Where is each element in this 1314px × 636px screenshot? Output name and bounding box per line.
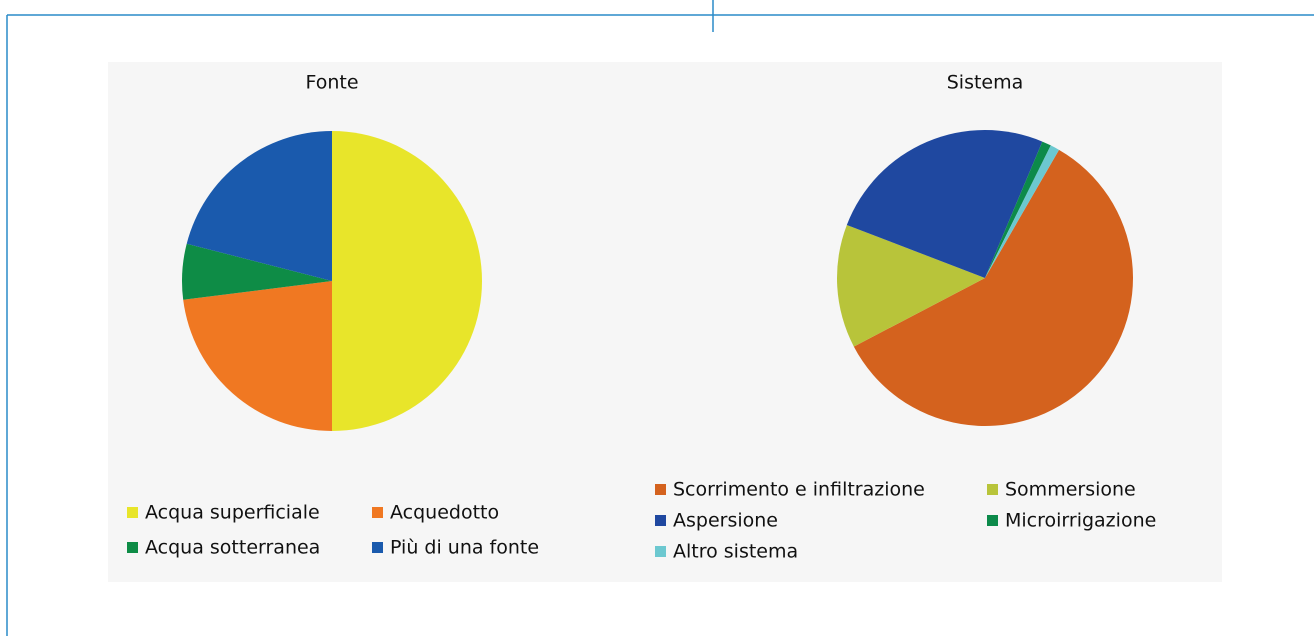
legend-label: Più di una fonte <box>390 537 539 559</box>
pie-slice <box>183 281 332 431</box>
pie-slice <box>186 131 332 281</box>
legend-label: Acqua sotterranea <box>145 537 320 559</box>
chart-title: Fonte <box>305 72 358 94</box>
legend-label: Microirrigazione <box>1005 510 1156 532</box>
legend-swatch <box>655 515 666 526</box>
legend-label: Acquedotto <box>390 502 499 524</box>
legend-swatch <box>987 484 998 495</box>
legend-label: Acqua superficiale <box>145 502 320 524</box>
pie-slice <box>985 145 1059 278</box>
legend-swatch <box>127 542 138 553</box>
legend-label: Sommersione <box>1005 479 1136 501</box>
legend-swatch <box>655 546 666 557</box>
legend-swatch <box>655 484 666 495</box>
legend-swatch <box>127 507 138 518</box>
chart-title: Sistema <box>947 72 1024 94</box>
pie-slice <box>853 149 1133 426</box>
legend-label: Aspersione <box>673 510 778 532</box>
pie-slice <box>846 129 1043 278</box>
legend-swatch <box>987 515 998 526</box>
legend-label: Scorrimento e infiltrazione <box>673 479 925 501</box>
legend-swatch <box>372 542 383 553</box>
legend-swatch <box>372 507 383 518</box>
pie-slice <box>182 243 332 300</box>
pie-slice <box>837 224 985 347</box>
pie-slice <box>985 141 1051 278</box>
pie-slice <box>332 131 482 431</box>
legend-label: Altro sistema <box>673 541 798 563</box>
